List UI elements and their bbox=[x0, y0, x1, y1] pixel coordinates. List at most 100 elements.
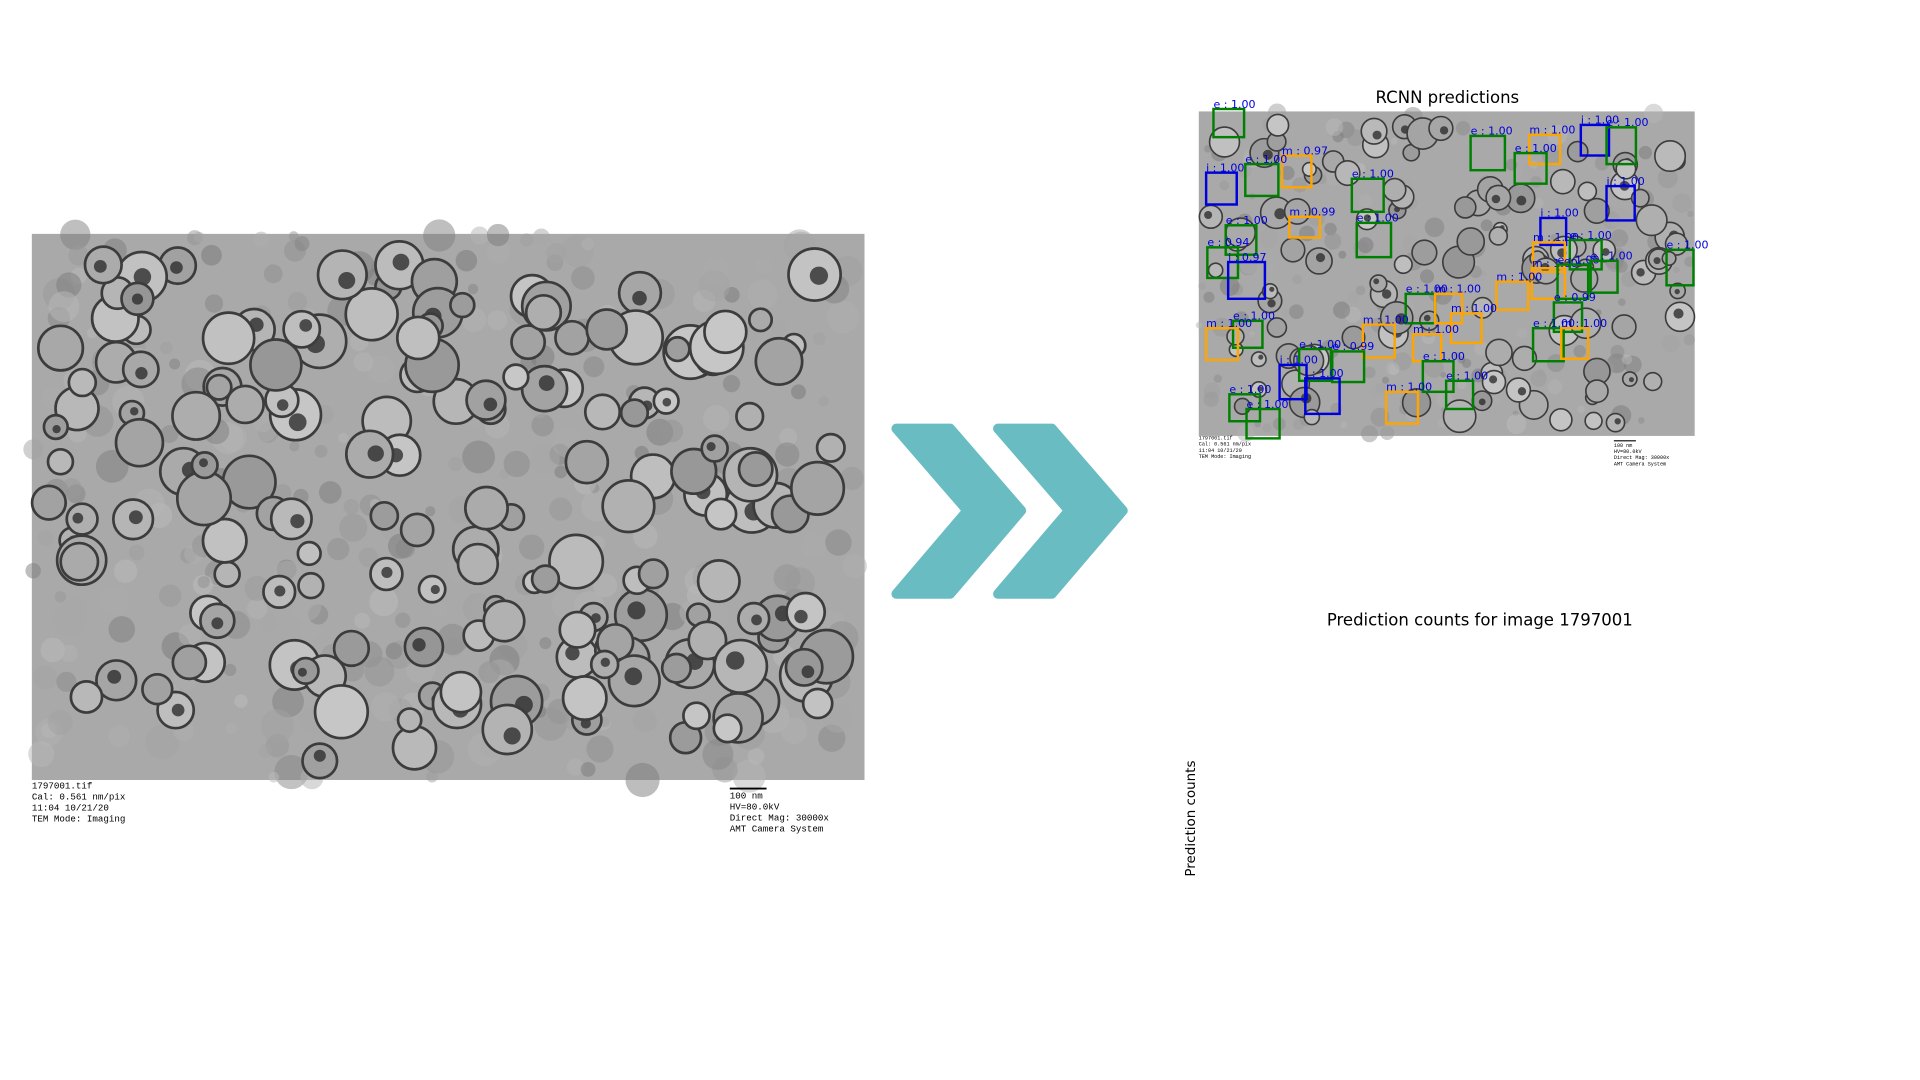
texture bbox=[113, 559, 138, 584]
texture bbox=[1419, 269, 1435, 284]
particle bbox=[249, 338, 303, 392]
particle bbox=[297, 571, 325, 600]
core bbox=[1628, 377, 1634, 383]
particle bbox=[1301, 161, 1317, 177]
texture bbox=[60, 219, 91, 250]
detection-box bbox=[1280, 154, 1313, 189]
particle bbox=[660, 652, 693, 684]
detection-box bbox=[1231, 319, 1264, 349]
texture bbox=[1616, 240, 1624, 248]
texture bbox=[520, 233, 534, 247]
texture bbox=[369, 587, 399, 617]
texture bbox=[253, 231, 270, 248]
core bbox=[1653, 257, 1661, 265]
chevron bbox=[993, 423, 1128, 599]
core bbox=[809, 266, 829, 285]
core bbox=[211, 617, 224, 630]
particle bbox=[171, 390, 222, 441]
core bbox=[1381, 289, 1392, 299]
core bbox=[1478, 398, 1486, 406]
texture bbox=[385, 642, 403, 660]
texture bbox=[722, 375, 741, 393]
texture bbox=[100, 711, 121, 731]
core bbox=[290, 514, 305, 529]
texture bbox=[294, 236, 310, 252]
texture bbox=[1248, 333, 1256, 341]
particle bbox=[30, 484, 68, 521]
detection-label: m : 1.00 bbox=[1532, 257, 1578, 270]
texture bbox=[263, 264, 283, 284]
texture bbox=[193, 231, 205, 243]
detection-label: m : 1.00 bbox=[1529, 123, 1575, 136]
particle bbox=[1584, 411, 1603, 431]
particle bbox=[456, 542, 500, 586]
texture bbox=[1299, 225, 1315, 242]
core bbox=[794, 609, 808, 624]
particle bbox=[1611, 314, 1637, 340]
texture bbox=[40, 637, 66, 663]
texture bbox=[631, 740, 661, 771]
core bbox=[1204, 211, 1213, 220]
caption: 1797001.tif bbox=[1199, 436, 1233, 442]
particle bbox=[735, 401, 765, 432]
texture bbox=[318, 481, 342, 504]
texture bbox=[25, 563, 41, 579]
caption: Direct Mag: 30000x bbox=[1614, 455, 1669, 461]
detection-label: m : 0.99 bbox=[1289, 206, 1335, 219]
chevron bbox=[891, 423, 1027, 599]
core bbox=[801, 665, 815, 679]
particle bbox=[1411, 239, 1438, 266]
particle bbox=[664, 335, 691, 363]
texture bbox=[1223, 195, 1238, 210]
detection-label: e : 1.00 bbox=[1233, 310, 1275, 323]
particle bbox=[1654, 139, 1687, 173]
detection-box bbox=[1531, 241, 1567, 274]
detection-label: e : 1.00 bbox=[1591, 250, 1633, 263]
texture bbox=[1203, 291, 1215, 303]
texture bbox=[812, 332, 826, 346]
particle bbox=[1369, 274, 1388, 293]
core bbox=[1674, 288, 1680, 295]
texture bbox=[580, 761, 596, 777]
texture bbox=[1265, 264, 1275, 274]
core bbox=[1274, 208, 1286, 220]
particle bbox=[201, 311, 256, 366]
particle bbox=[369, 500, 400, 531]
detection-box bbox=[1605, 126, 1638, 166]
particle bbox=[637, 558, 669, 590]
particle bbox=[59, 541, 100, 582]
texture bbox=[1281, 308, 1291, 318]
particle bbox=[482, 599, 526, 643]
texture bbox=[747, 279, 778, 310]
texture bbox=[826, 300, 860, 334]
texture bbox=[1687, 210, 1694, 218]
particle bbox=[1250, 351, 1267, 368]
texture bbox=[158, 584, 182, 608]
texture bbox=[1324, 232, 1342, 250]
texture bbox=[539, 637, 552, 650]
caption: Cal: 0.561 nm/pix bbox=[1199, 442, 1251, 448]
texture bbox=[159, 341, 173, 355]
texture bbox=[1530, 175, 1542, 188]
detection-label: i : 1.00 bbox=[1206, 161, 1244, 174]
texture bbox=[487, 310, 508, 331]
texture bbox=[825, 529, 852, 556]
texture bbox=[1644, 103, 1664, 124]
detection-label: e : 1.00 bbox=[1247, 398, 1289, 411]
particle bbox=[205, 373, 233, 401]
texture bbox=[260, 709, 295, 743]
core bbox=[1517, 387, 1527, 396]
texture bbox=[532, 228, 550, 246]
particle bbox=[748, 307, 774, 333]
texture bbox=[160, 425, 179, 443]
caption: AMT Camera System bbox=[730, 823, 824, 834]
particle bbox=[1566, 140, 1589, 163]
detection-box bbox=[1528, 133, 1562, 166]
texture bbox=[367, 355, 396, 384]
detection-label: e : 0.94 bbox=[1207, 236, 1249, 249]
detection-box bbox=[1568, 238, 1603, 271]
caption: Direct Mag: 30000x bbox=[730, 812, 830, 823]
texture bbox=[583, 356, 605, 378]
detection-box bbox=[1560, 326, 1590, 360]
